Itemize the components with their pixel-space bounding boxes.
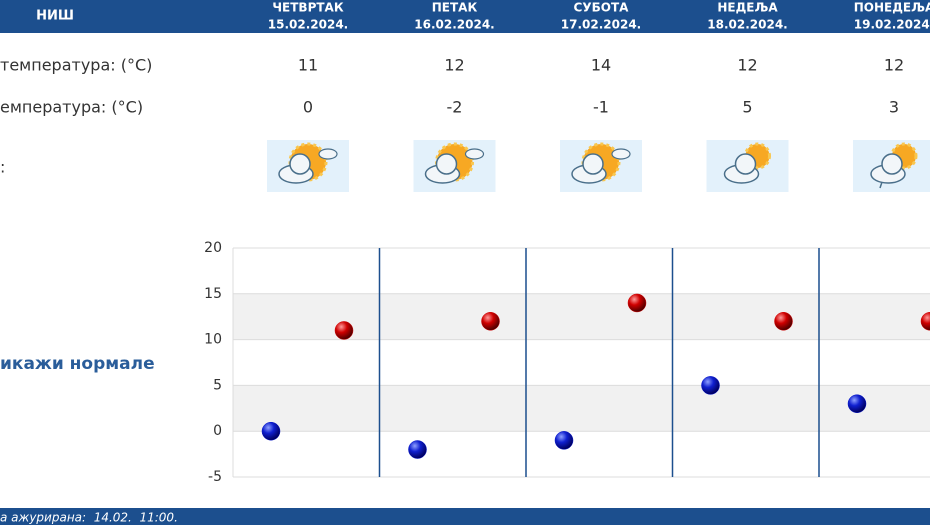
day-date: 19.02.2024. [854,18,930,32]
min-temp: 0 [303,98,313,117]
y-tick-label: 20 [204,240,222,256]
y-tick-label: 0 [213,423,222,439]
max-temp: 12 [884,56,904,75]
weather-icon [413,140,496,192]
cloud [881,153,903,175]
temp-point [701,376,720,395]
normals-link[interactable]: икажи нормале [0,354,155,374]
y-tick-label: 5 [213,377,222,393]
min-label: емпература: (°C) [0,98,143,117]
day-date: 16.02.2024. [414,18,494,32]
max-temp: 14 [591,56,611,75]
footer-bar [0,508,930,525]
day-date: 17.02.2024. [561,18,641,32]
temp-point [774,312,793,331]
day-date: 15.02.2024. [268,18,348,32]
cloud [318,148,338,160]
day-date: 18.02.2024. [707,18,787,32]
weather-icon [706,140,789,192]
min-temp: -1 [593,98,609,117]
city: НИШ [36,9,74,24]
grid-band [233,385,930,432]
min-temp: 5 [742,98,752,117]
icon-label: : [0,158,5,177]
day-name: ЧЕТВРТАК [272,1,343,15]
weather-icon [267,140,349,192]
weather-icon [853,140,930,192]
cloud [289,153,311,175]
cloud [734,153,757,175]
y-tick-label: 15 [204,286,222,302]
weather-icon [560,140,642,192]
rain [879,181,883,189]
updated: а ажурирана: 14.02. 11:00. [0,511,178,525]
max-temp: 11 [298,56,318,75]
max-temp: 12 [737,56,757,75]
temp-point [554,431,574,450]
cloud [582,153,604,175]
min-temp: 3 [889,98,899,117]
header-bar [0,0,930,33]
day-name: СУБОТА [574,1,630,15]
max-label: температура: (°C) [0,56,152,75]
day-name: ПОНЕДЕЉА [854,1,930,15]
max-temp: 12 [444,56,464,75]
temp-point [261,421,281,441]
day-name: НЕДЕЉА [717,1,778,15]
temp-point [334,321,354,340]
y-tick-label: 10 [204,332,222,348]
temp-point [847,394,867,413]
cloud [435,153,458,175]
cloud [464,148,485,160]
min-temp: -2 [447,98,463,117]
temp-point [627,293,647,313]
temp-point [481,312,500,331]
y-tick-label: -5 [208,469,222,485]
temp-point [408,440,427,459]
cloud [611,148,631,160]
temp-point [920,312,930,331]
day-name: ПЕТАК [432,1,478,15]
